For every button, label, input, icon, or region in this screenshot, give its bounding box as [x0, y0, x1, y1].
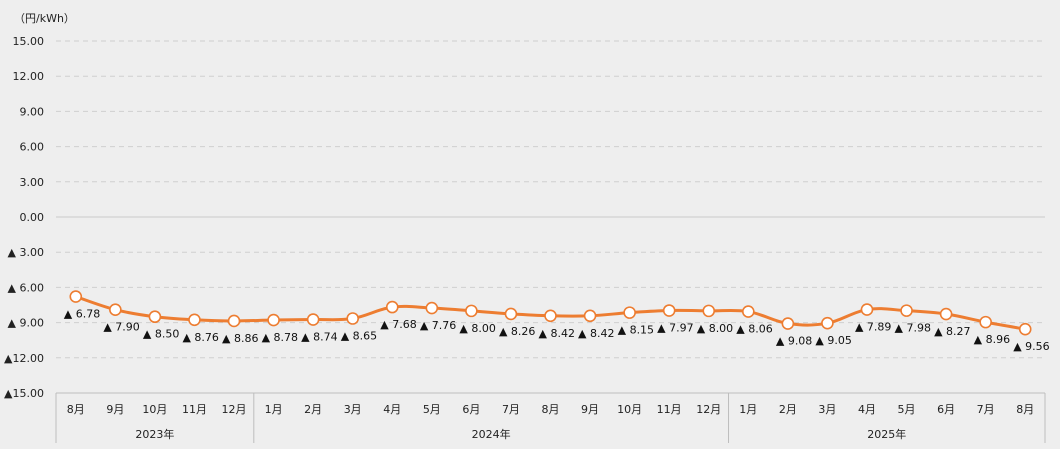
data-labels: ▲ 6.78▲ 7.90▲ 8.50 ▲ 8.76 ▲ 8.86 ▲ 8.78 ▲ 8.… — [64, 308, 1050, 354]
x-tick-label: 8月 — [1016, 403, 1034, 416]
data-point — [385, 300, 399, 314]
data-point — [227, 314, 241, 328]
data-label: ▲ 7.68 — [380, 318, 416, 331]
data-point — [583, 309, 597, 323]
x-tick-label: 11月 — [182, 403, 207, 416]
y-tick-label: ▲ 9.00 — [8, 317, 44, 330]
x-axis: 8月 9月 10月 11月 12月 1月 2月 3月 4月 5月 6月 7月 8月 9月 10月 11月 12月… — [55, 392, 1046, 443]
data-label: ▲ 8.96 — [974, 333, 1010, 346]
data-point — [821, 316, 834, 330]
data-label: ▲ 6.78 — [64, 308, 100, 321]
data-label: ▲ 9.56 — [1013, 340, 1049, 353]
data-point — [425, 301, 439, 315]
data-label: ▲ 8.74 — [301, 331, 337, 344]
year-group-label: 2023年 — [135, 427, 174, 441]
x-tick-label: 6月 — [462, 403, 480, 416]
y-tick-label: 6.00 — [20, 141, 45, 154]
data-point — [781, 317, 795, 330]
y-tick-label: ▲ 6.00 — [8, 281, 44, 294]
y-tick-label: 3.00 — [20, 176, 45, 189]
x-tick-label: 8月 — [67, 403, 85, 416]
data-label: ▲ 8.50 — [143, 328, 179, 341]
data-label: ▲ 7.90 — [103, 321, 139, 334]
data-point — [702, 304, 716, 318]
data-label: ▲ 8.42 — [539, 327, 575, 340]
y-tick-label: ▲12.00 — [4, 352, 44, 365]
x-tick-label: 3月 — [344, 403, 362, 416]
x-tick-label: 2月 — [779, 403, 797, 416]
y-tick-label: 12.00 — [13, 70, 45, 83]
data-point — [465, 304, 478, 318]
data-label: ▲ 7.97 — [657, 322, 693, 335]
x-tick-label: 4月 — [383, 403, 401, 416]
x-tick-label: 12月 — [222, 403, 247, 416]
x-tick-label: 10月 — [142, 403, 167, 416]
data-label: ▲ 8.27 — [934, 325, 970, 338]
data-label: ▲ 8.00 — [697, 322, 733, 335]
data-point — [504, 307, 518, 321]
data-label: ▲ 7.98 — [895, 322, 931, 335]
data-label: ▲ 8.86 — [222, 332, 258, 345]
x-tick-label: 10月 — [617, 403, 642, 416]
x-tick-label: 1月 — [739, 403, 757, 416]
data-point — [346, 312, 360, 325]
data-label: ▲ 7.76 — [420, 319, 456, 332]
data-label: ▲ 9.05 — [815, 334, 851, 347]
data-label: ▲ 8.78 — [262, 331, 298, 344]
data-point — [109, 303, 122, 316]
data-label: ▲ 8.42 — [578, 327, 614, 340]
series-line-group — [69, 290, 1032, 336]
data-point — [267, 313, 280, 327]
x-tick-label: 4月 — [858, 403, 876, 416]
data-label: ▲ 9.08 — [776, 335, 812, 348]
data-point — [544, 309, 557, 323]
data-label: ▲ 8.76 — [182, 331, 218, 344]
x-tick-label: 7月 — [502, 403, 520, 416]
year-group-label: 2025年 — [867, 427, 906, 441]
data-point — [662, 304, 676, 317]
data-label: ▲ 8.26 — [499, 325, 535, 338]
year-group-label: 2024年 — [472, 427, 511, 441]
y-tick-label: ▲15.00 — [4, 387, 44, 400]
data-point — [860, 303, 874, 316]
y-tick-label: 0.00 — [20, 211, 45, 224]
data-point — [306, 313, 320, 326]
y-tick-label: ▲ 3.00 — [8, 246, 44, 259]
data-label: ▲ 8.00 — [459, 322, 495, 335]
data-point — [979, 315, 992, 329]
x-tick-label: 5月 — [423, 403, 441, 416]
y-tick-label: 9.00 — [20, 105, 45, 118]
x-tick-label: 9月 — [106, 403, 124, 416]
data-point — [148, 310, 162, 324]
data-point — [900, 304, 913, 317]
x-tick-label: 1月 — [265, 403, 283, 416]
data-label: ▲ 8.65 — [341, 329, 377, 342]
y-tick-label: 15.00 — [13, 35, 45, 48]
x-tick-label: 2月 — [304, 403, 322, 416]
y-axis-unit-label: （円/kWh） — [14, 12, 75, 25]
data-point — [1018, 322, 1032, 336]
data-label: ▲ 8.06 — [736, 323, 772, 336]
data-point — [939, 307, 953, 321]
y-axis-ticks: 15.00 12.00 9.00 6.00 3.00 0.00 ▲ 3.00 ▲ 6.00 ▲ … — [4, 35, 44, 400]
x-tick-label: 9月 — [581, 403, 599, 416]
data-label: ▲ 7.89 — [855, 321, 891, 334]
x-tick-label: 3月 — [818, 403, 836, 416]
x-tick-label: 5月 — [898, 403, 916, 416]
gridlines — [56, 40, 1045, 359]
data-point — [741, 305, 755, 318]
x-tick-label: 6月 — [937, 403, 955, 416]
data-point — [623, 306, 636, 319]
x-tick-label: 8月 — [542, 403, 560, 416]
x-tick-label: 7月 — [977, 403, 995, 416]
x-tick-label: 11月 — [657, 403, 682, 416]
data-point — [69, 290, 83, 303]
data-point — [188, 313, 201, 327]
data-label: ▲ 8.15 — [618, 324, 654, 337]
x-tick-label: 12月 — [696, 403, 721, 416]
